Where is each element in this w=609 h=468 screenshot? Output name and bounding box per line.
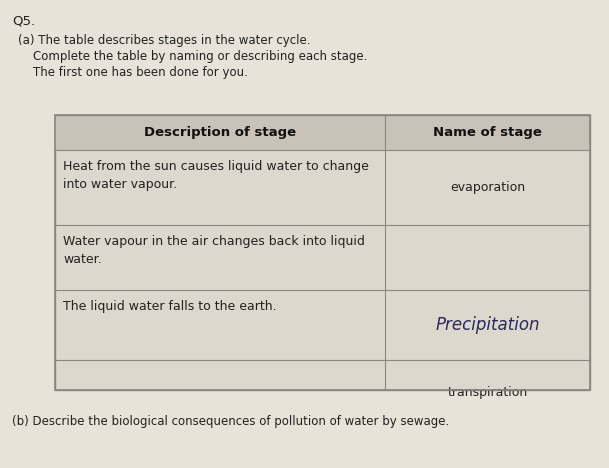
Text: Description of stage: Description of stage — [144, 126, 296, 139]
Text: Q5.: Q5. — [12, 14, 35, 27]
Text: Water vapour in the air changes back into liquid
water.: Water vapour in the air changes back int… — [63, 235, 365, 266]
Text: (a) The table describes stages in the water cycle.: (a) The table describes stages in the wa… — [18, 34, 311, 47]
Text: evaporation: evaporation — [450, 181, 525, 194]
Bar — [55, 115, 590, 390]
Bar — [55, 115, 590, 150]
Text: Precipitation: Precipitation — [435, 316, 540, 334]
Text: Heat from the sun causes liquid water to change
into water vapour.: Heat from the sun causes liquid water to… — [63, 160, 369, 191]
Text: The liquid water falls to the earth.: The liquid water falls to the earth. — [63, 300, 276, 313]
Text: (b) Describe the biological consequences of pollution of water by sewage.: (b) Describe the biological consequences… — [12, 415, 449, 428]
Text: Name of stage: Name of stage — [433, 126, 542, 139]
Bar — [55, 115, 590, 390]
Text: Complete the table by naming or describing each stage.: Complete the table by naming or describi… — [18, 50, 367, 63]
Text: The first one has been done for you.: The first one has been done for you. — [18, 66, 248, 79]
Text: transpiration: transpiration — [448, 386, 527, 399]
